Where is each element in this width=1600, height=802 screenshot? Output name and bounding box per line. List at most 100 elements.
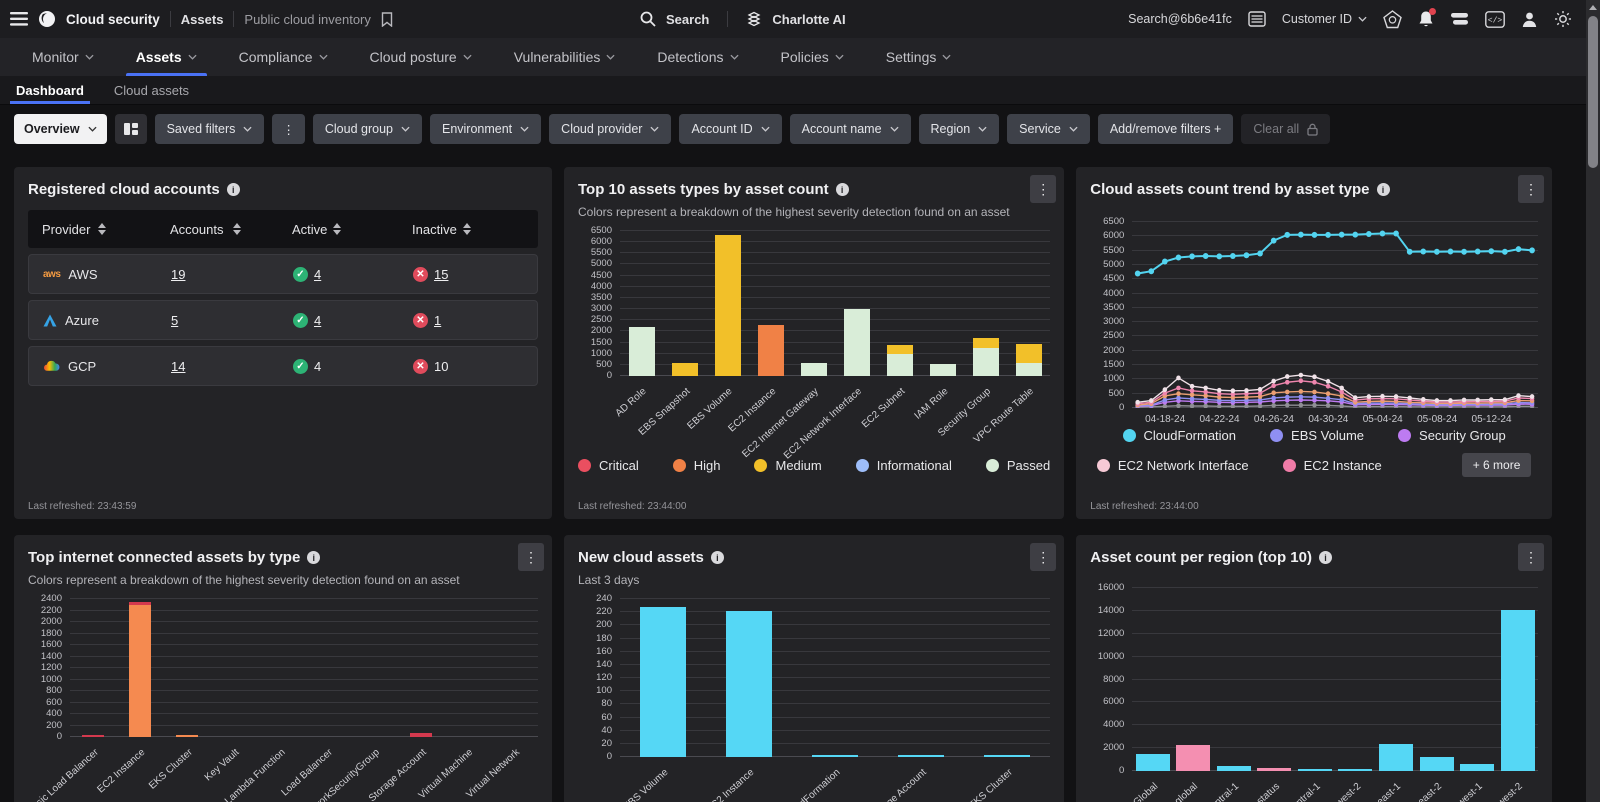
scrollbar-up-arrow[interactable]	[1586, 0, 1600, 15]
card-menu-button[interactable]: ⋮	[518, 543, 544, 571]
data-point[interactable]	[1230, 253, 1236, 260]
nav-item-compliance[interactable]: Compliance	[237, 38, 330, 76]
data-point[interactable]	[1285, 394, 1290, 400]
data-point[interactable]	[1217, 387, 1222, 393]
user-profile-icon[interactable]	[1521, 11, 1538, 28]
data-point[interactable]	[1258, 387, 1263, 392]
data-point[interactable]	[1230, 391, 1236, 397]
nav-item-policies[interactable]: Policies	[779, 38, 846, 76]
page-scrollbar[interactable]	[1586, 0, 1600, 802]
add-remove-filters-button[interactable]: Add/remove filters +	[1097, 114, 1234, 144]
chart-bar-ad-role[interactable]	[628, 326, 655, 376]
accounts-count-link[interactable]: 5	[171, 312, 179, 328]
data-point[interactable]	[1244, 388, 1249, 393]
data-point[interactable]	[1462, 397, 1467, 403]
data-point[interactable]	[1312, 379, 1317, 385]
nav-item-vulnerabilities[interactable]: Vulnerabilities	[512, 38, 618, 76]
data-point[interactable]	[1407, 248, 1413, 255]
chart-bar-classic-load-balancer[interactable]	[82, 735, 105, 737]
breadcrumb-section[interactable]: Assets	[180, 11, 224, 27]
data-point[interactable]	[1393, 230, 1400, 237]
accounts-count-link[interactable]: 19	[171, 266, 186, 282]
data-point[interactable]	[1394, 394, 1399, 399]
data-point[interactable]	[1420, 248, 1427, 255]
data-point[interactable]	[1285, 374, 1290, 379]
table-row-gcp[interactable]: GCP 14 ✓ 4 ✕ 10	[28, 346, 538, 386]
data-point[interactable]	[1190, 396, 1195, 402]
data-point[interactable]	[1325, 231, 1332, 238]
data-point[interactable]	[1339, 231, 1345, 238]
data-point[interactable]	[1162, 397, 1168, 403]
chart-bar-ec2-instance[interactable]	[129, 602, 152, 737]
info-icon[interactable]: i	[1318, 551, 1332, 564]
saved-filters-dropdown[interactable]: Saved filters	[154, 114, 265, 144]
data-point[interactable]	[1189, 253, 1196, 260]
chart-bar-us-east-2[interactable]	[1419, 756, 1454, 771]
nav-item-monitor[interactable]: Monitor	[30, 38, 96, 76]
chart-bar-us-west-2[interactable]	[1500, 609, 1535, 771]
data-point[interactable]	[1284, 231, 1291, 238]
info-icon[interactable]: i	[835, 183, 849, 196]
legend-more-button[interactable]: + 6 more	[1461, 453, 1532, 477]
data-point[interactable]	[1190, 403, 1195, 408]
filter-chip-cloud-group[interactable]: Cloud group	[312, 114, 422, 144]
account-search-label[interactable]: Search@6b6e41fc	[1128, 12, 1232, 26]
data-point[interactable]	[1285, 389, 1290, 395]
table-row-aws[interactable]: aws AWS 19 ✓ 4 ✕ 15	[28, 254, 538, 294]
data-point[interactable]	[1339, 403, 1345, 408]
data-point[interactable]	[1326, 395, 1331, 401]
falcon-logo-icon[interactable]	[38, 10, 56, 28]
data-point[interactable]	[1326, 378, 1331, 384]
data-point[interactable]	[1149, 398, 1154, 403]
chart-bar-ebs-snapshot[interactable]	[671, 362, 698, 376]
data-point[interactable]	[1258, 403, 1263, 408]
data-point[interactable]	[1285, 379, 1290, 385]
layout-grid-button[interactable]	[114, 114, 147, 144]
data-point[interactable]	[1312, 394, 1317, 400]
info-icon[interactable]: i	[1376, 183, 1390, 196]
data-point[interactable]	[1298, 394, 1304, 400]
data-point[interactable]	[1203, 389, 1209, 395]
messages-icon[interactable]	[1450, 11, 1469, 27]
data-point[interactable]	[1326, 391, 1331, 397]
filter-chip-account-name[interactable]: Account name	[789, 114, 911, 144]
legend-item-high[interactable]: High	[672, 458, 720, 473]
data-point[interactable]	[1230, 403, 1236, 408]
active-count-link[interactable]: 4	[314, 312, 322, 328]
chart-bar-global[interactable]	[1176, 744, 1211, 771]
data-point[interactable]	[1475, 397, 1481, 403]
info-icon[interactable]: i	[307, 551, 321, 564]
list-panel-icon[interactable]	[1248, 11, 1266, 27]
legend-item-cloudformation[interactable]: CloudFormation	[1122, 428, 1236, 443]
data-point[interactable]	[1516, 393, 1522, 399]
data-point[interactable]	[1366, 231, 1372, 238]
chart-bar-iam-role[interactable]	[929, 363, 956, 376]
data-point[interactable]	[1216, 253, 1223, 260]
data-point[interactable]	[1217, 403, 1222, 408]
data-point[interactable]	[1515, 246, 1522, 253]
data-point[interactable]	[1352, 231, 1359, 238]
data-point[interactable]	[1175, 254, 1182, 261]
card-menu-button[interactable]: ⋮	[1030, 543, 1057, 571]
chart-bar-eks-cluster[interactable]	[984, 755, 1031, 757]
data-point[interactable]	[1258, 397, 1263, 403]
data-point[interactable]	[1434, 248, 1440, 255]
chart-bar-ec2-internet-gateway[interactable]	[800, 362, 827, 376]
data-point[interactable]	[1379, 230, 1386, 237]
legend-item-ebs-volume[interactable]: EBS Volume	[1270, 428, 1364, 443]
data-point[interactable]	[1203, 393, 1209, 399]
data-point[interactable]	[1203, 397, 1209, 402]
data-point[interactable]	[1353, 395, 1358, 401]
data-point[interactable]	[1230, 388, 1236, 394]
data-point[interactable]	[1176, 403, 1181, 408]
data-point[interactable]	[1176, 391, 1181, 397]
sort-icon[interactable]	[233, 223, 242, 235]
chart-bar-storage-account[interactable]	[898, 755, 945, 757]
data-point[interactable]	[1339, 389, 1345, 395]
data-point[interactable]	[1258, 394, 1263, 399]
nav-item-detections[interactable]: Detections	[655, 38, 740, 76]
data-point[interactable]	[1176, 385, 1181, 391]
hamburger-menu-icon[interactable]	[10, 12, 28, 26]
data-point[interactable]	[1366, 394, 1372, 399]
line-series-other[interactable]	[1137, 390, 1533, 406]
